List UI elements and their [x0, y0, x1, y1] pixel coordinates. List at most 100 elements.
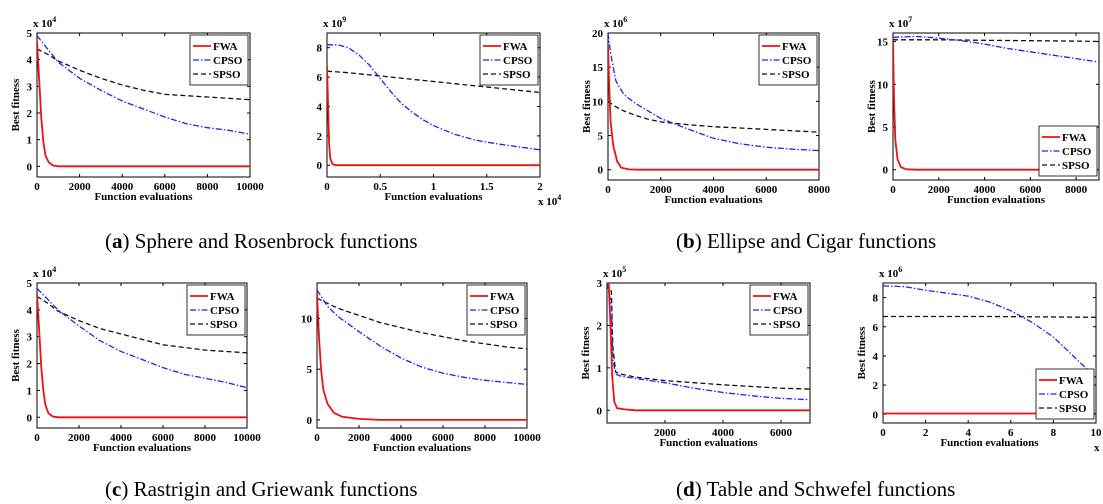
legend-label-spso: SPSO — [773, 319, 801, 331]
y-tick-label: 0 — [873, 409, 879, 421]
x-tick-label: 8000 — [1065, 184, 1088, 196]
y-tick-label: 4 — [873, 351, 879, 363]
x-tick-label: 4000 — [712, 427, 735, 439]
caption-b-letter: b — [683, 229, 695, 253]
series-line-cpso — [37, 35, 250, 135]
y-tick-label: 5 — [307, 364, 313, 376]
y-multiplier-exp: 4 — [52, 265, 56, 274]
chart-b1: 0 2000 4000 6000 8000 0 5 10 15 20 Function evalua… — [581, 15, 831, 206]
x-tick-label: 0 — [890, 184, 896, 196]
x-tick-label: 2 — [923, 427, 929, 439]
x-axis-label: Function evaluations — [659, 437, 758, 449]
x-tick-label: 2000 — [928, 184, 951, 196]
legend-box — [466, 284, 526, 336]
x-axis-label: Function evaluations — [373, 442, 472, 454]
chart-b2: 0 2000 4000 6000 8000 0 5 10 15 Function evaluati… — [866, 15, 1100, 206]
series-line-cpso — [893, 35, 1099, 63]
y-tick-label: 10 — [301, 313, 313, 325]
series-line-cpso — [607, 283, 810, 401]
legend-label-fwa: FWA — [210, 291, 235, 303]
y-tick-label: 10 — [592, 96, 604, 108]
x-tick-label: 4000 — [390, 432, 413, 444]
y-multiplier: x 104 — [33, 265, 56, 280]
x-tick-label: 2000 — [69, 181, 92, 193]
chart-panel-c2: 0 2000 4000 6000 8000 10000 0 5 10 Function evalu… — [270, 250, 541, 480]
x-tick-label: 6000 — [152, 432, 175, 444]
x-axis-label: Function evaluations — [94, 191, 193, 203]
x-tick-label: 6000 — [755, 184, 778, 196]
x-tick-label: 0 — [324, 181, 330, 193]
y-tick-label: 8 — [317, 43, 323, 55]
y-tick-label: 5 — [27, 28, 33, 40]
series-line-spso — [327, 70, 540, 94]
legend-label-spso: SPSO — [503, 69, 531, 81]
legend-label-spso: SPSO — [490, 319, 518, 331]
series-line-fwa — [317, 293, 527, 421]
legend-label-cpso: CPSO — [782, 55, 812, 67]
y-tick-label: 20 — [592, 28, 604, 40]
y-multiplier-exp: 7 — [908, 15, 912, 24]
y-tick-label: 0 — [883, 165, 889, 177]
y-tick-label: 3 — [27, 332, 33, 344]
x-tick-label: 0 — [314, 432, 320, 444]
y-multiplier: x 107 — [889, 15, 912, 30]
y-tick-label: 1 — [27, 135, 33, 147]
x-tick-label: 6000 — [1019, 184, 1042, 196]
y-tick-label: 15 — [877, 37, 889, 49]
x-tick-label: 4000 — [703, 184, 726, 196]
y-tick-label: 1 — [597, 363, 603, 375]
chart-panel-c1: 0 2000 4000 6000 8000 10000 0 1 2 3 4 5 Function eva… — [0, 250, 261, 480]
series-line-cpso — [327, 44, 540, 151]
legend-label-fwa: FWA — [490, 291, 515, 303]
x-tick-label: 8000 — [194, 432, 217, 444]
caption-b-text: Ellipse and Cigar functions — [701, 229, 937, 253]
y-multiplier: x 109 — [323, 15, 346, 30]
y-tick-label: 4 — [27, 55, 33, 67]
legend-label-cpso: CPSO — [490, 305, 520, 317]
x-tick-label: 0 — [605, 184, 611, 196]
x-multiplier: x 104 — [538, 193, 561, 208]
x-axis-label: Function evaluations — [93, 442, 192, 454]
chart-panel-a2: 0 0.5 1 1.5 2 0 2 4 6 8 Function evaluations x 109 x… — [280, 0, 562, 230]
x-tick-label: 10000 — [513, 432, 541, 444]
y-tick-label: 2 — [27, 108, 33, 120]
x-tick-label: 10000 — [236, 181, 264, 193]
x-tick-label: 6000 — [770, 427, 793, 439]
series-line-fwa — [37, 293, 247, 419]
y-tick-label: 15 — [592, 62, 604, 74]
y-multiplier-exp: 4 — [52, 15, 56, 24]
chart-d2: 0 2 4 6 8 10 0 2 4 6 8 Function evaluations Best fit… — [856, 265, 1103, 454]
x-tick-label: 10000 — [233, 432, 261, 444]
x-tick-label: 4 — [965, 427, 971, 439]
series-line-cpso — [608, 33, 819, 152]
chart-d1: 2000 4000 6000 0 1 2 3 Function evaluations Best… — [580, 265, 811, 449]
y-multiplier: x 106 — [879, 265, 902, 280]
y-axis-label: Best fitness — [580, 326, 592, 380]
chart-c1: 0 2000 4000 6000 8000 10000 0 1 2 3 4 5 Function eva… — [10, 265, 261, 454]
x-tick-label: 8000 — [808, 184, 831, 196]
y-multiplier: x 105 — [603, 265, 626, 280]
legend-box — [1035, 368, 1095, 420]
x-axis-label: Function evaluations — [940, 437, 1039, 449]
x-tick-label: 8000 — [474, 432, 497, 444]
y-tick-label: 5 — [598, 131, 604, 143]
y-tick-label: 10 — [877, 79, 889, 91]
legend-label-spso: SPSO — [210, 319, 238, 331]
x-tick-label: 4000 — [111, 181, 134, 193]
legend-label-spso: SPSO — [1059, 403, 1087, 415]
y-tick-label: 4 — [317, 101, 323, 113]
chart-a1: 0 2000 4000 6000 8000 10000 0 1 2 3 4 5 Function eva… — [10, 15, 264, 203]
y-axis-label: Best fitness — [856, 326, 868, 380]
y-multiplier-exp: 6 — [898, 265, 902, 274]
legend-box — [479, 34, 539, 86]
series-line-fwa — [37, 40, 250, 168]
chart-a2: 0 0.5 1 1.5 2 0 2 4 6 8 Function evaluations x 109 x… — [317, 15, 562, 208]
series-line-fwa — [327, 65, 540, 167]
caption-c-text: Rastrigin and Griewank functions — [128, 477, 418, 501]
caption-c-letter: c — [112, 477, 122, 501]
series-line-fwa — [608, 46, 819, 171]
x-tick-label: 6000 — [154, 181, 177, 193]
y-multiplier-exp: 6 — [623, 15, 627, 24]
legend-label-spso: SPSO — [1062, 160, 1090, 172]
y-tick-label: 0 — [597, 405, 603, 417]
